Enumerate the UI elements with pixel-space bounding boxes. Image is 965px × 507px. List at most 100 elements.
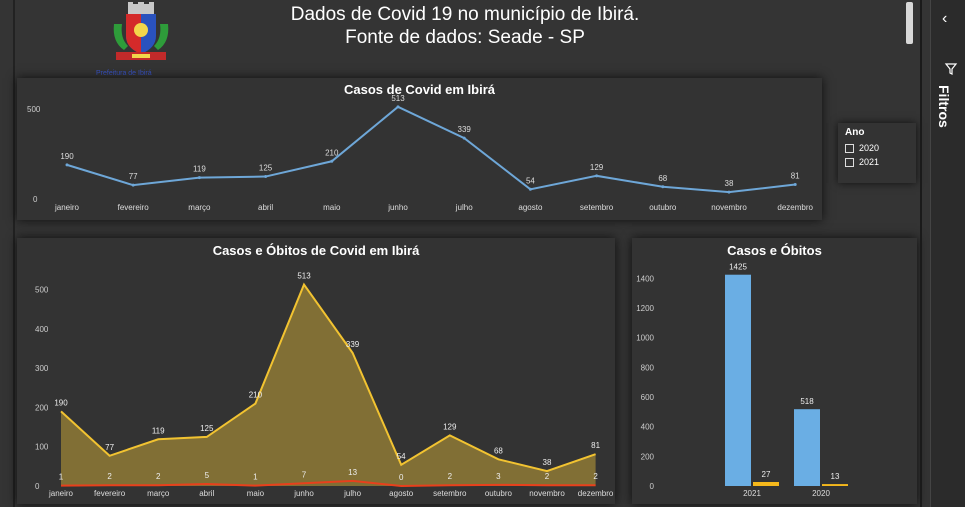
filters-label[interactable]: Filtros [936,85,952,128]
bar-data-label: 518 [800,397,814,406]
x-tick-label: dezembro [578,489,614,498]
deaths-data-label: 0 [399,473,404,482]
data-point [197,176,201,180]
data-point [661,185,665,189]
data-point [595,174,599,178]
cases-data-label: 81 [591,441,600,450]
chart-cases-title: Casos de Covid em Ibirá [344,82,495,97]
bar [725,274,751,486]
data-point [528,187,532,191]
x-tick-label: julho [455,203,473,212]
chevron-left-icon[interactable]: ‹ [942,10,948,27]
deaths-data-label: 2 [593,472,598,481]
municipal-crest-logo [113,2,169,60]
data-label: 38 [725,179,734,188]
cases-data-label: 54 [397,452,406,461]
deaths-data-label: 1 [253,473,258,482]
cases-data-label: 125 [200,424,214,433]
chart-cases-deaths-title: Casos e Óbitos de Covid em Ibirá [212,243,420,258]
filter-funnel-icon [944,63,958,75]
data-label: 339 [458,125,472,134]
data-label: 54 [526,176,535,185]
data-label: 210 [325,148,339,157]
y-tick-label: 1000 [636,334,654,343]
cases-data-label: 210 [249,391,263,400]
x-tick-label: 2021 [743,489,761,498]
chart-cases-svg: 0 500 190 janeiro 77 fevereiro 119 março 125 abri… [27,94,814,212]
x-tick-label: agosto [518,203,543,212]
legend-label-2021: 2021 [859,157,880,167]
canvas-right-border [920,0,922,507]
year-legend: Ano 2020 2021 [838,123,916,183]
y-tick-label: 600 [641,393,655,402]
deaths-data-label: 7 [302,470,307,479]
deaths-data-label: 1 [59,473,64,482]
y-tick-label: 0 [33,195,38,204]
series-line [66,105,796,194]
x-tick-label: julho [343,489,361,498]
cases-line [60,282,596,473]
cases-data-label: 119 [152,426,165,435]
cases-data-label: 129 [443,422,457,431]
x-tick-label: abril [258,203,273,212]
y-tick-label: 0 [650,482,655,491]
chart-totals-card[interactable]: Casos e Óbitos 0 200 400 600 800 1000 1200 1400… [632,238,917,504]
bar-data-label: 1425 [729,263,747,272]
cases-data-label: 339 [346,340,360,349]
y-tick-label: 0 [35,482,40,491]
y-tick-label: 300 [35,364,49,373]
bar [822,484,848,486]
checkbox-2021[interactable] [845,157,854,167]
x-tick-label: fevereiro [118,203,150,212]
x-tick-label: outubro [649,203,677,212]
data-label: 513 [391,94,405,103]
y-tick-label: 200 [641,452,655,461]
y-tick-label: 500 [27,105,41,114]
data-label: 119 [193,165,206,174]
logo-caption: Prefeitura de Ibirá [96,70,152,77]
cases-data-label: 513 [297,272,311,281]
data-point [793,182,797,186]
chart-totals-title: Casos e Óbitos [727,243,822,258]
title-line-2: Fonte de dados: Seade - SP [345,27,585,48]
y-tick-label: 1200 [636,304,654,313]
checkbox-2020[interactable] [845,143,854,153]
chart-cases-card[interactable]: Casos de Covid em Ibirá 0 500 190 janeiro 77… [17,78,822,220]
data-label: 129 [590,163,604,172]
deaths-data-label: 2 [107,472,112,481]
x-tick-label: junho [293,489,314,498]
legend-title: Ano [845,127,865,138]
filters-panel[interactable] [930,0,965,507]
cases-data-label: 68 [494,446,503,455]
legend-item-2021[interactable]: 2021 [845,157,879,167]
x-tick-label: janeiro [48,489,74,498]
x-tick-label: novembro [529,489,565,498]
x-tick-label: setembro [580,203,614,212]
bar [753,481,779,486]
x-tick-label: agosto [389,489,414,498]
x-tick-label: março [188,203,211,212]
legend-item-2020[interactable]: 2020 [845,143,879,153]
deaths-line [60,479,596,488]
y-tick-label: 200 [35,403,49,412]
y-tick-label: 400 [641,423,655,432]
canvas-left-edge [13,0,15,507]
data-point [462,136,466,140]
x-tick-label: maio [323,203,341,212]
data-label: 125 [259,164,273,173]
data-point [330,159,334,163]
data-point [65,163,69,167]
x-tick-label: janeiro [54,203,80,212]
data-point [727,190,731,194]
y-tick-label: 1400 [636,274,654,283]
x-tick-label: abril [199,489,214,498]
canvas-scrollbar-thumb[interactable] [906,2,913,44]
cases-data-label: 190 [54,398,68,407]
chart-cases-deaths-card[interactable]: Casos e Óbitos de Covid em Ibirá 0 100 200… [17,238,615,504]
x-tick-label: março [147,489,170,498]
x-tick-label: fevereiro [94,489,126,498]
deaths-data-label: 13 [348,468,357,477]
data-point [131,183,135,187]
deaths-data-label: 3 [496,472,501,481]
cases-data-label: 77 [105,443,114,452]
